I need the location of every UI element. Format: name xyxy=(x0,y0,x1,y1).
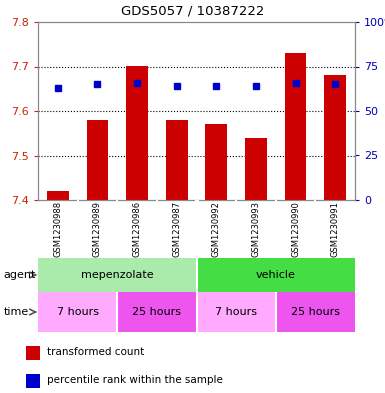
Bar xyxy=(47,191,69,200)
Bar xyxy=(26,374,40,388)
Text: GSM1230986: GSM1230986 xyxy=(132,201,142,257)
Text: GSM1230988: GSM1230988 xyxy=(53,201,62,257)
Text: 7 hours: 7 hours xyxy=(57,307,99,317)
Text: GDS5057 / 10387222: GDS5057 / 10387222 xyxy=(121,5,264,18)
Text: time: time xyxy=(4,307,29,317)
Text: 7 hours: 7 hours xyxy=(215,307,257,317)
Bar xyxy=(87,120,108,200)
Text: 25 hours: 25 hours xyxy=(132,307,181,317)
Bar xyxy=(117,292,196,332)
Text: GSM1230990: GSM1230990 xyxy=(291,201,300,257)
Text: GSM1230989: GSM1230989 xyxy=(93,201,102,257)
Text: agent: agent xyxy=(4,270,36,280)
Text: GSM1230993: GSM1230993 xyxy=(251,201,260,257)
Bar xyxy=(206,124,227,200)
Text: transformed count: transformed count xyxy=(47,347,144,357)
Bar xyxy=(196,292,276,332)
Bar xyxy=(166,120,187,200)
Bar xyxy=(38,292,117,332)
Bar xyxy=(38,258,196,292)
Text: mepenzolate: mepenzolate xyxy=(81,270,154,280)
Text: vehicle: vehicle xyxy=(256,270,296,280)
Text: GSM1230987: GSM1230987 xyxy=(172,201,181,257)
Bar xyxy=(126,66,148,200)
Bar xyxy=(276,292,355,332)
Bar xyxy=(26,346,40,360)
Text: GSM1230992: GSM1230992 xyxy=(212,201,221,257)
Text: 25 hours: 25 hours xyxy=(291,307,340,317)
Bar xyxy=(285,53,306,200)
Bar xyxy=(196,258,355,292)
Text: GSM1230991: GSM1230991 xyxy=(331,201,340,257)
Bar xyxy=(324,75,346,200)
Bar xyxy=(245,138,267,200)
Text: percentile rank within the sample: percentile rank within the sample xyxy=(47,375,223,386)
